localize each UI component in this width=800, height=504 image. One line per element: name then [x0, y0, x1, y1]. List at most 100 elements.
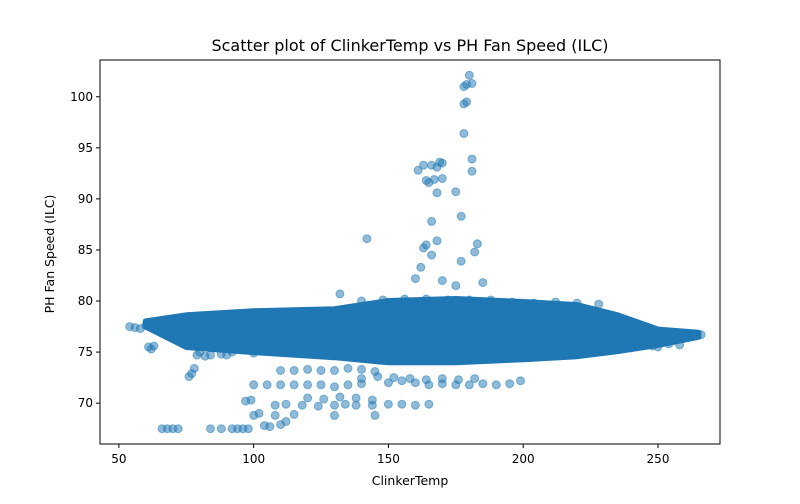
- axes-frame: [99, 59, 721, 445]
- scatter-point: [419, 160, 428, 170]
- scatter-point: [281, 417, 291, 426]
- scatter-point: [437, 158, 447, 168]
- scatter-point: [432, 188, 442, 198]
- scatter-point: [516, 376, 525, 386]
- scatter-point: [626, 343, 636, 353]
- scatter-point: [389, 373, 399, 383]
- scatter-point: [505, 379, 515, 389]
- scatter-point: [276, 347, 286, 357]
- scatter-point: [303, 364, 313, 374]
- scatter-point: [383, 347, 393, 357]
- scatter-point: [486, 295, 496, 305]
- x-tick-label: 50: [111, 452, 126, 466]
- scatter-point: [276, 366, 286, 375]
- scatter-point: [421, 240, 431, 250]
- scatter-point: [357, 347, 366, 357]
- scatter-point: [370, 410, 380, 420]
- scatter-point: [551, 297, 561, 307]
- y-tick-label: 70: [78, 396, 93, 410]
- scatter-point: [265, 422, 275, 432]
- y-tick-label: 95: [78, 141, 93, 155]
- scatter-point: [421, 375, 431, 385]
- scatter-point: [357, 310, 366, 320]
- scatter-point: [437, 347, 447, 357]
- scatter-point: [383, 378, 393, 388]
- scatter-point: [400, 294, 410, 304]
- x-tick-label: 100: [242, 452, 265, 466]
- scatter-point: [357, 374, 366, 384]
- scatter-point: [249, 348, 259, 358]
- scatter-point: [437, 276, 447, 286]
- scatter-point: [289, 380, 299, 390]
- scatter-point: [149, 341, 159, 351]
- scatter-point: [475, 333, 485, 343]
- scatter-point: [405, 374, 415, 384]
- scatter-point: [648, 341, 658, 351]
- data-points: [125, 70, 706, 434]
- y-tick-label: 85: [78, 243, 93, 257]
- scatter-point: [397, 399, 407, 409]
- scatter-point: [330, 366, 339, 375]
- scatter-point: [343, 363, 353, 373]
- scatter-point: [335, 392, 345, 402]
- scatter-point: [330, 400, 339, 410]
- scatter-point: [464, 347, 474, 357]
- scatter-point: [675, 340, 685, 350]
- scatter-point: [343, 380, 353, 390]
- scatter-point: [254, 408, 264, 418]
- scatter-point: [316, 366, 326, 375]
- scatter-point: [416, 262, 426, 272]
- scatter-point: [664, 339, 674, 349]
- scatter-point: [276, 380, 286, 390]
- scatter-point: [303, 311, 313, 321]
- scatter-point: [330, 382, 339, 392]
- scatter-point: [410, 332, 420, 342]
- scatter-point: [173, 424, 183, 434]
- scatter-point: [462, 97, 472, 107]
- scatter-point: [599, 343, 609, 353]
- scatter-point: [529, 298, 539, 308]
- scatter-point: [297, 400, 307, 410]
- scatter-point: [451, 281, 461, 291]
- scatter-point: [454, 375, 463, 385]
- scatter-point: [653, 331, 663, 341]
- y-tick-label: 90: [78, 192, 93, 206]
- scatter-point: [243, 424, 253, 434]
- scatter-point: [427, 216, 437, 226]
- scatter-point: [357, 364, 366, 374]
- scatter-point: [413, 165, 423, 175]
- scatter-point: [464, 380, 474, 390]
- scatter-point: [472, 239, 482, 249]
- scatter-point: [270, 410, 280, 420]
- scatter-point: [491, 380, 501, 390]
- scatter-point: [507, 297, 517, 307]
- scatter-point: [432, 236, 442, 246]
- scatter-point: [206, 424, 215, 434]
- scatter-point: [216, 424, 226, 434]
- scatter-point: [572, 298, 582, 308]
- scatter-point: [572, 344, 582, 354]
- scatter-point: [640, 330, 649, 340]
- scatter-point: [680, 330, 690, 340]
- scatter-point: [696, 330, 706, 340]
- scatter-point: [464, 70, 474, 80]
- scatter-point: [507, 335, 517, 345]
- x-axis-label: ClinkerTemp: [372, 473, 449, 488]
- scatter-point: [189, 363, 199, 373]
- scatter-point: [367, 395, 377, 405]
- scatter-point: [459, 129, 469, 138]
- scatter-point: [594, 299, 604, 309]
- x-tick-label: 150: [377, 452, 400, 466]
- scatter-point: [316, 380, 326, 390]
- scatter-point: [373, 372, 383, 382]
- chart-title: Scatter plot of ClinkerTemp vs PH Fan Sp…: [211, 36, 608, 55]
- scatter-point: [467, 154, 477, 164]
- scatter-point: [470, 247, 480, 257]
- scatter-point: [427, 250, 437, 260]
- scatter-point: [270, 400, 280, 410]
- scatter-point: [157, 321, 167, 330]
- scatter-point: [383, 399, 393, 409]
- scatter-point: [410, 348, 420, 358]
